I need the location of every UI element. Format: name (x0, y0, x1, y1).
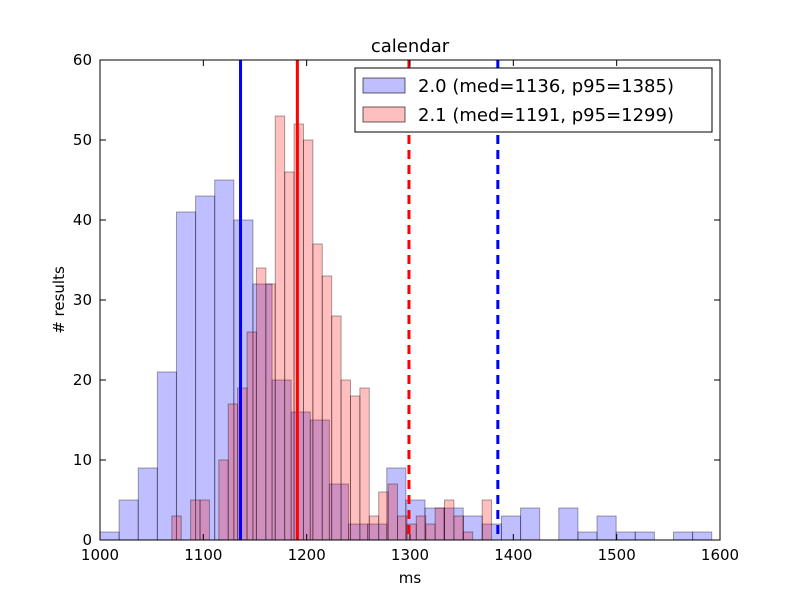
ticks-layer: 1000 1100 1200 1300 1400 1500 1600 0 10 20 30 40 50 6… (73, 51, 739, 564)
x-tick-label: 1400 (494, 546, 532, 564)
histogram-bar (359, 387, 370, 541)
histogram-bar (387, 483, 398, 541)
histogram-bar (312, 243, 323, 541)
histogram-bar (175, 211, 197, 541)
x-tick-label: 1600 (701, 546, 739, 564)
histogram-bar (156, 371, 177, 541)
histogram-bar (673, 531, 694, 541)
y-tick-label: 30 (73, 291, 92, 309)
histogram-bar (195, 195, 216, 541)
histogram-bar (520, 507, 541, 541)
histogram-bar (218, 459, 229, 541)
histogram-bar (349, 395, 361, 541)
x-tick-label: 1200 (288, 546, 326, 564)
series-1-bars (99, 179, 713, 541)
histogram-bar (137, 467, 158, 541)
histogram-bar (615, 531, 636, 541)
series-2-bars (171, 115, 493, 541)
x-tick-label: 1500 (598, 546, 636, 564)
histogram-bar (255, 267, 267, 541)
x-tick-label: 1100 (184, 546, 222, 564)
chart-title: calendar (371, 36, 450, 57)
histogram-bar (434, 507, 446, 541)
histogram-bar (692, 531, 713, 541)
histogram-bar (577, 531, 598, 541)
y-tick-label: 60 (73, 51, 92, 69)
histogram-bar (331, 315, 342, 541)
legend-swatch-series-1 (362, 77, 406, 94)
y-tick-label: 20 (73, 371, 92, 389)
histogram-bar (481, 499, 493, 541)
histogram-bar (378, 491, 389, 541)
x-axis-label: ms (399, 569, 422, 587)
bars-layer (99, 115, 713, 541)
histogram-bar (199, 499, 210, 541)
histogram-bar (227, 403, 239, 541)
histogram-bar (321, 275, 333, 541)
histogram-bar (368, 515, 380, 541)
x-tick-label: 1300 (391, 546, 429, 564)
y-tick-label: 0 (82, 531, 92, 549)
legend-label-series-2: 2.1 (med=1191, p95=1299) (418, 105, 674, 126)
histogram-bar (265, 283, 276, 541)
histogram-bar (453, 515, 464, 541)
histogram-bar (425, 523, 436, 541)
histogram-bar (558, 507, 579, 541)
histogram-bar (415, 515, 427, 541)
y-tick-label: 40 (73, 211, 92, 229)
histogram-bar (340, 379, 351, 541)
histogram-bar (284, 171, 295, 541)
histogram-bar (118, 499, 139, 541)
histogram-bar (99, 531, 120, 541)
histogram-bar (634, 531, 655, 541)
legend-frame (354, 67, 713, 133)
histogram-bar (274, 115, 286, 541)
y-tick-label: 50 (73, 131, 92, 149)
x-tick-label: 1000 (81, 546, 119, 564)
histogram-bar (171, 515, 182, 541)
histogram-bar (302, 139, 314, 541)
histogram-bar (596, 515, 617, 541)
histogram-bar (396, 515, 408, 541)
histogram-bar (190, 499, 201, 541)
histogram-bar (444, 499, 455, 541)
legend-label-series-1: 2.0 (med=1136, p95=1385) (418, 76, 674, 97)
y-tick-label: 10 (73, 451, 92, 469)
legend: 2.0 (med=1136, p95=1385) 2.1 (med=1191, … (354, 67, 713, 133)
reference-lines-layer (239, 60, 500, 540)
y-axis-label: # results (50, 266, 68, 334)
histogram-bar (246, 331, 257, 541)
histogram-bar (462, 531, 474, 541)
legend-swatch-series-2 (362, 106, 406, 123)
histogram-bar (500, 515, 522, 541)
